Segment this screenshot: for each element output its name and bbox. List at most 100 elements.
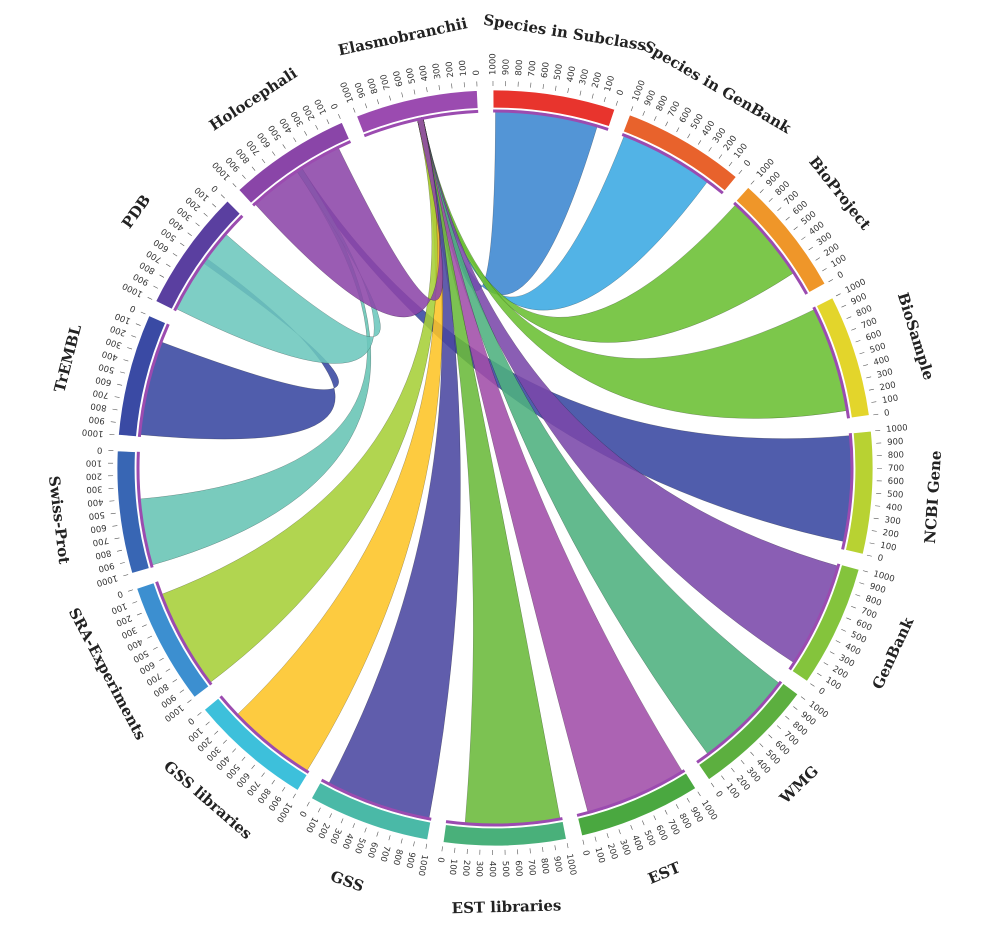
tick-mark: [364, 827, 367, 833]
tick-mark: [197, 712, 202, 716]
tick-mark: [315, 124, 319, 130]
tick-label: 1000: [82, 426, 104, 438]
tick-mark: [675, 804, 679, 809]
tick-mark: [220, 194, 225, 199]
tick-mark: [828, 279, 834, 283]
tick-label: 700: [377, 844, 391, 862]
segment-rim-biosample: [812, 306, 851, 419]
tick-mark: [282, 786, 286, 792]
tick-mark: [768, 198, 773, 202]
tick-label: 1000: [886, 423, 909, 435]
tick-label: 1000: [564, 853, 578, 876]
segment-arc-gss: [310, 782, 432, 841]
tick-mark: [317, 807, 321, 813]
tick-mark: [653, 116, 657, 121]
tick-mark: [426, 87, 428, 93]
tick-label: 900: [353, 81, 368, 100]
tick-mark: [618, 829, 621, 835]
tick-label: 0: [435, 857, 446, 864]
tick-mark: [731, 767, 735, 773]
tick-label: 0: [297, 809, 308, 819]
tick-mark: [147, 635, 153, 639]
tick-label: 100: [313, 97, 329, 116]
segments-layer: [116, 89, 874, 847]
tick-label: 800: [366, 77, 380, 96]
segment-rim-wmg: [696, 680, 783, 764]
tick-mark: [340, 818, 344, 824]
tick-mark: [710, 782, 715, 788]
segment-rim-species-in-subclass: [493, 109, 609, 131]
tick-label: 600: [865, 329, 884, 344]
tick-label: 200: [605, 842, 619, 860]
tick-label: 900: [868, 582, 886, 596]
tick-mark: [401, 92, 404, 98]
tick-mark: [750, 180, 755, 185]
tick-mark: [123, 359, 129, 362]
tick-mark: [251, 166, 256, 171]
segment-arc-species-in-genbank: [622, 114, 737, 192]
segment-arc-sra-experiments: [136, 582, 210, 698]
tick-label: 700: [92, 387, 110, 400]
segment-label-est-libraries: EST libraries: [451, 896, 561, 917]
tick-mark: [326, 119, 330, 125]
tick-mark: [873, 413, 879, 416]
segment-arc-holocephali: [238, 121, 350, 204]
tick-label: 0: [876, 553, 884, 564]
tick-mark: [141, 624, 147, 628]
segment-label-genbank: GenBank: [869, 614, 918, 692]
tick-label: 700: [888, 464, 904, 474]
tick-mark: [388, 835, 391, 841]
segment-label-species-in-subclass: Species in Subclass: [482, 11, 647, 55]
tick-mark: [352, 823, 355, 829]
segment-label-biosample: BioSample: [894, 290, 938, 382]
tick-mark: [606, 833, 609, 839]
tick-label: 300: [617, 838, 632, 857]
tick-mark: [721, 775, 725, 780]
tick-mark: [117, 549, 123, 552]
segment-rim-species-in-genbank: [621, 133, 724, 195]
tick-mark: [800, 696, 806, 700]
tick-mark: [292, 793, 296, 799]
tick-label: 1000: [339, 80, 356, 104]
tick-label: 100: [458, 60, 469, 77]
tick-label: 500: [405, 67, 418, 85]
segment-rim-gss-libraries: [219, 695, 310, 774]
tick-mark: [871, 530, 877, 532]
tick-label: 300: [105, 335, 124, 350]
tick-mark: [282, 144, 286, 149]
tick-mark: [306, 801, 310, 807]
tick-label: 800: [90, 400, 108, 412]
tick-mark: [179, 242, 185, 247]
tick-label: 700: [526, 859, 537, 876]
tick-label: 600: [365, 841, 379, 860]
tick-mark: [793, 706, 798, 710]
segment-label-gss-libraries: GSS libraries: [160, 757, 255, 843]
tick-mark: [542, 847, 544, 853]
segment-label-sra-experiments: SRA-Experiments: [65, 605, 150, 743]
segment-arc-trembl: [118, 315, 167, 438]
tick-mark: [868, 388, 874, 391]
tick-mark: [676, 127, 680, 133]
tick-label: 500: [887, 490, 904, 501]
tick-mark: [768, 734, 773, 739]
tick-label: 100: [603, 75, 617, 93]
tick-label: 0: [836, 270, 846, 281]
tick-mark: [212, 203, 217, 208]
tick-mark: [871, 401, 877, 403]
tick-label: 300: [86, 483, 103, 494]
tick-mark: [329, 813, 332, 818]
tick-mark: [147, 297, 153, 300]
segment-arc-ncbi-gene: [845, 430, 874, 555]
segment-arc-elasmobranchii: [356, 90, 479, 134]
tick-label: 0: [816, 686, 826, 697]
tick-mark: [172, 253, 178, 257]
tick-label: 0: [129, 302, 138, 313]
tick-mark: [594, 836, 597, 842]
tick-label: 900: [403, 851, 416, 869]
tick-label: 300: [473, 860, 484, 877]
tick-mark: [389, 95, 391, 101]
tick-label: 800: [390, 848, 404, 866]
tick-label: 100: [110, 600, 129, 615]
tick-mark: [153, 646, 158, 650]
tick-mark: [817, 672, 822, 677]
